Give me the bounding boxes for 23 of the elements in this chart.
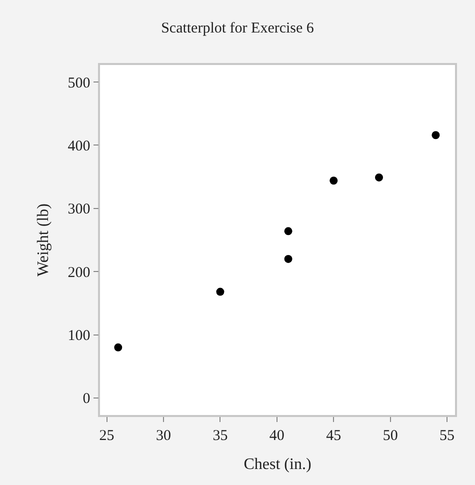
point — [375, 173, 384, 182]
x-axis-title: Chest (in.) — [244, 456, 312, 473]
y-tick-label: 500 — [68, 75, 90, 92]
x-tick-label: 40 — [269, 428, 284, 444]
x-tick-label: 50 — [382, 428, 398, 444]
x-tick-label: 25 — [99, 428, 114, 444]
x-tick-label: 45 — [326, 428, 342, 444]
point — [284, 227, 292, 236]
point — [432, 131, 440, 140]
chart-title: Scatterplot for Exercise 6 — [161, 20, 314, 36]
y-tick-label: 100 — [68, 328, 90, 344]
y-tick-label: 0 — [82, 391, 90, 408]
x-tick-label: 55 — [440, 428, 455, 444]
y-axis-title: Weight (lb) — [35, 204, 52, 276]
point — [216, 288, 224, 296]
x-tick-label: 30 — [156, 428, 172, 444]
point — [114, 343, 122, 352]
y-tick-label: 400 — [68, 138, 90, 154]
point — [284, 254, 292, 263]
y-tick-label: 300 — [68, 202, 90, 218]
x-tick-label: 35 — [212, 428, 228, 444]
point — [330, 176, 338, 185]
y-tick-label: 200 — [68, 264, 90, 281]
